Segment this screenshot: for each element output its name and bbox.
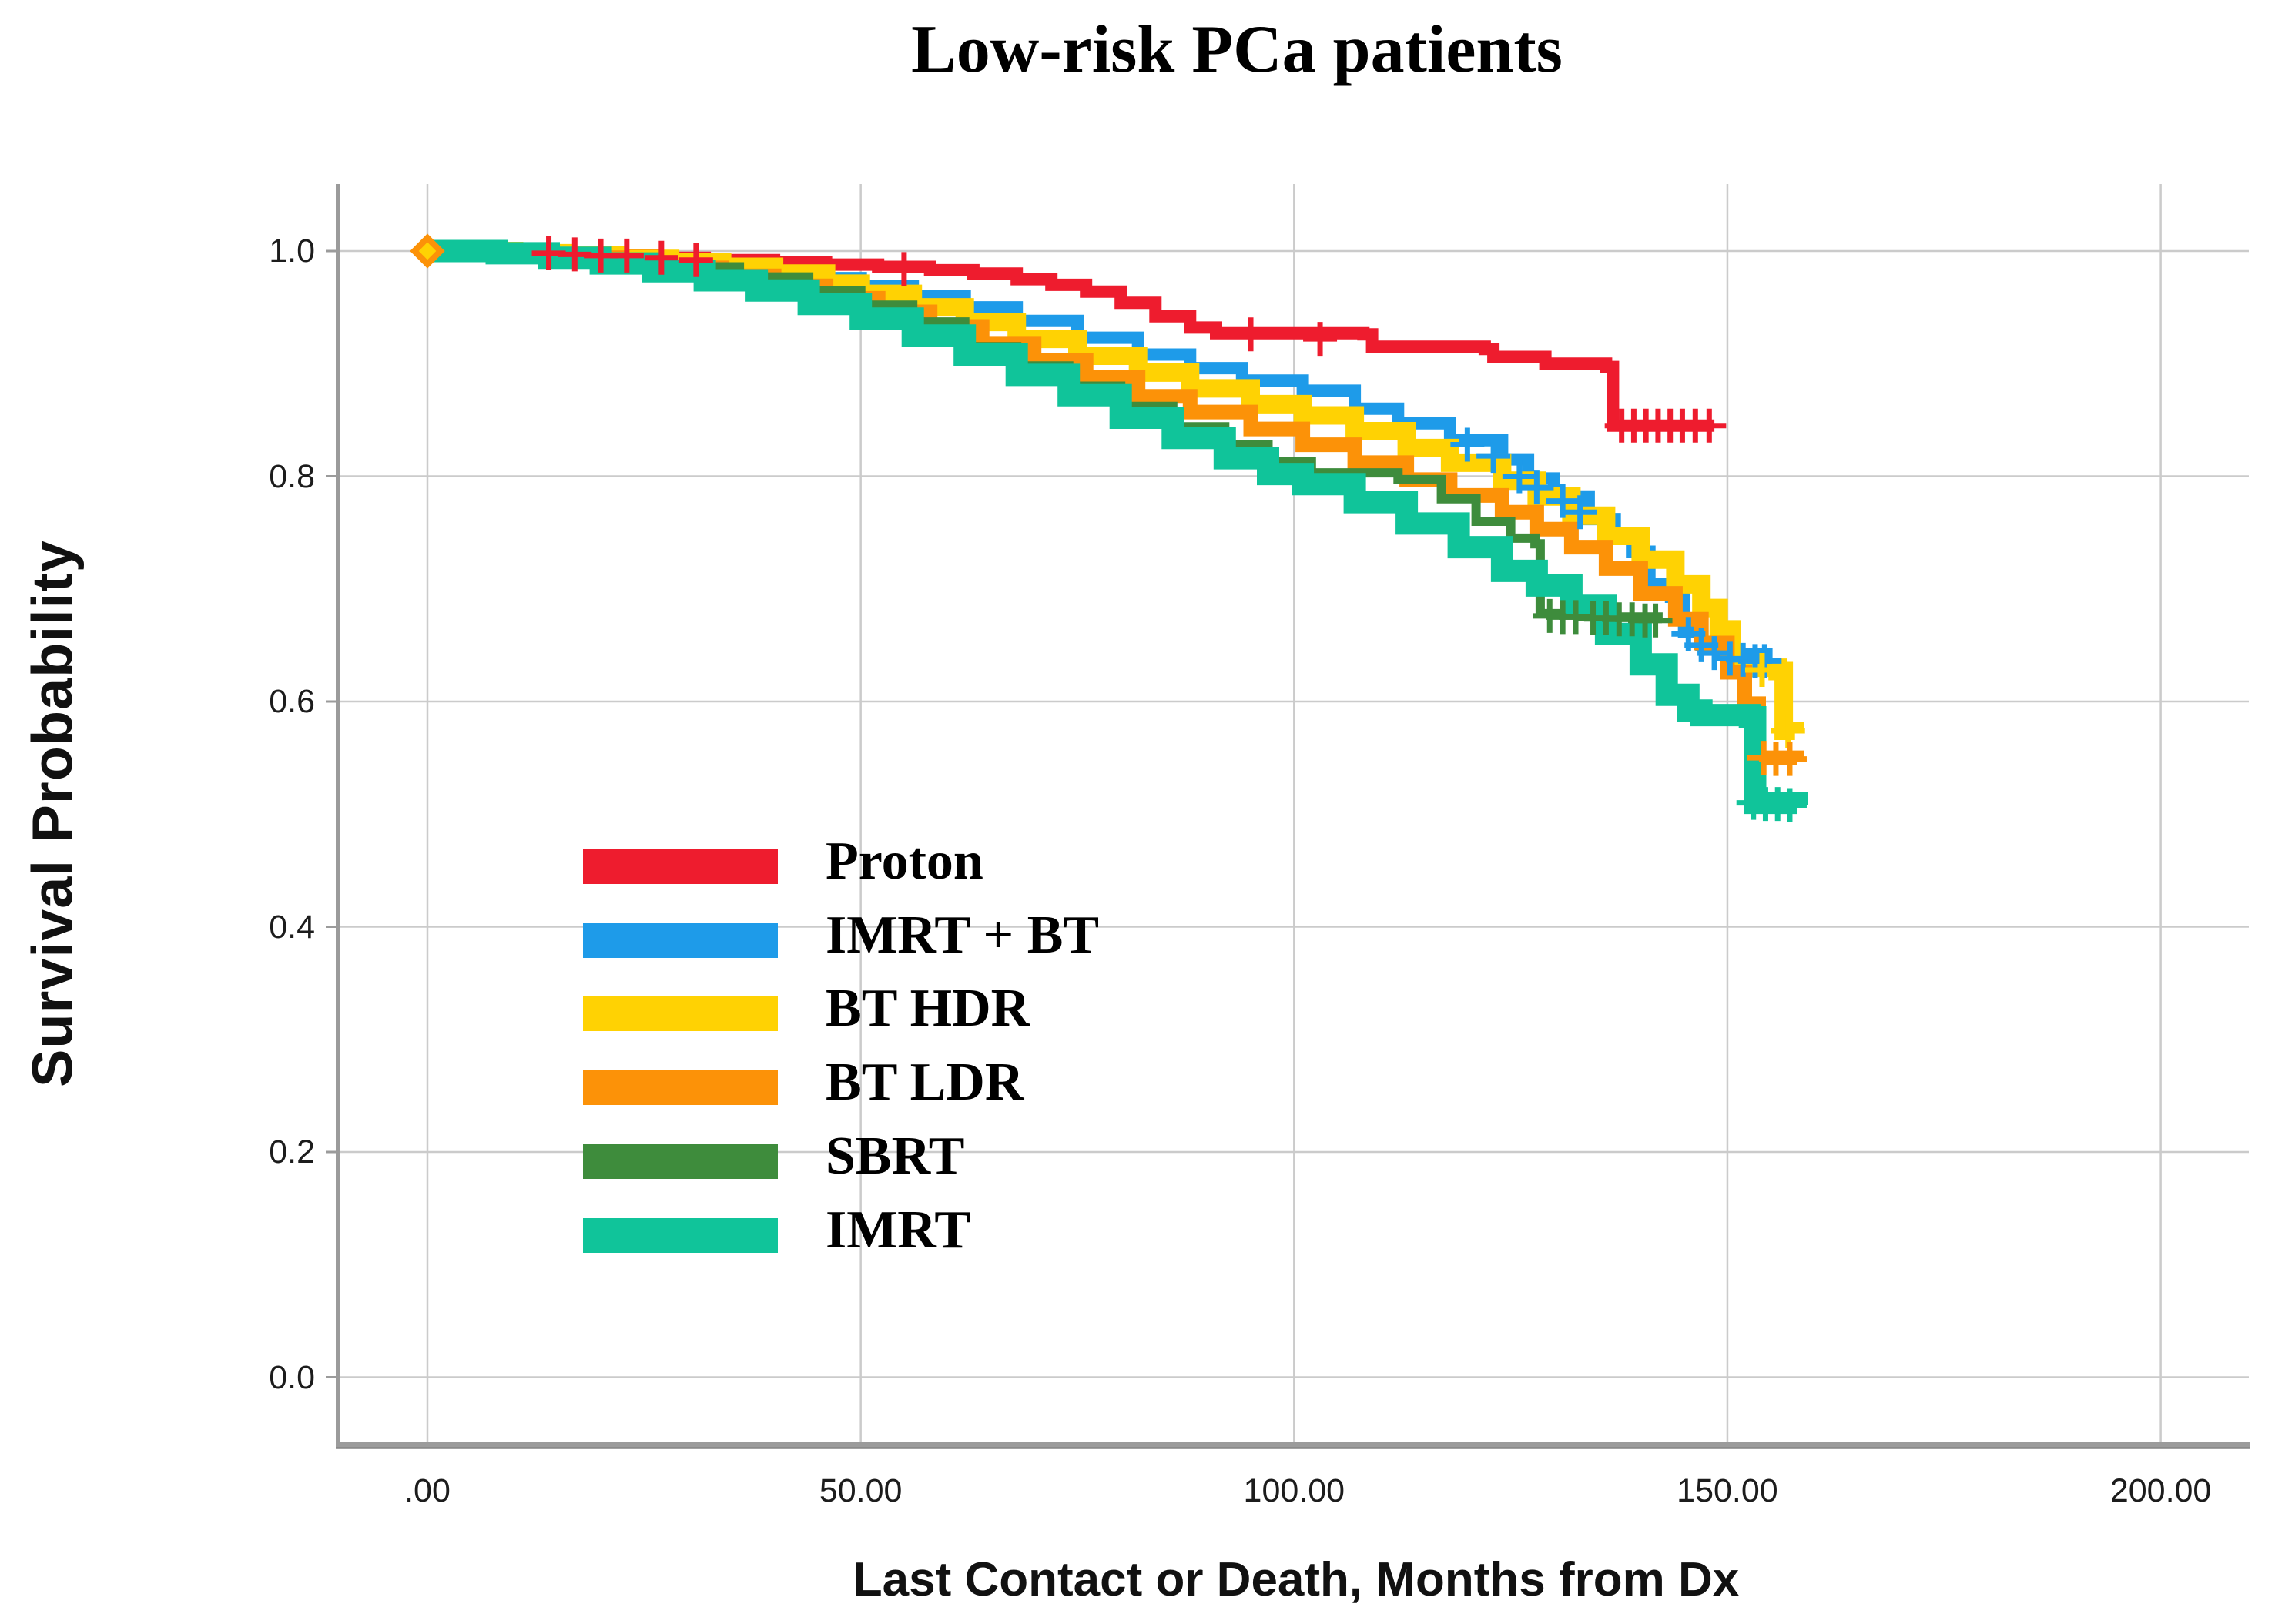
legend-swatch-bt-ldr (583, 1070, 778, 1105)
x-axis-title: Last Contact or Death, Months from Dx (853, 1553, 1740, 1606)
legend-label: BT HDR (826, 979, 1030, 1038)
y-tick-label: 1.0 (269, 233, 315, 270)
gridlines (338, 184, 2249, 1445)
y-tick-label: 0.2 (269, 1133, 315, 1170)
chart-title: Low-risk PCa patients (911, 12, 1563, 87)
legend-swatch-imrt (583, 1218, 778, 1253)
y-axis-title: Survival Probability (20, 540, 85, 1087)
legend-swatch-sbrt (583, 1144, 778, 1179)
legend-label: SBRT (826, 1127, 965, 1186)
legend-swatch-imrt-bt (583, 923, 778, 958)
x-tick-label: 100.00 (1243, 1472, 1345, 1509)
legend-swatch-bt-hdr (583, 996, 778, 1031)
x-tick-label: 150.00 (1677, 1472, 1778, 1509)
curve-imrt (427, 239, 1808, 815)
censor-marks (531, 236, 1807, 822)
x-tick-label: 200.00 (2109, 1472, 2212, 1509)
y-tick-label: 0.8 (269, 457, 315, 495)
x-tick-label: .00 (404, 1472, 451, 1509)
y-tick-label: 0.0 (269, 1358, 315, 1396)
y-tick-label: 0.6 (269, 683, 315, 720)
legend-label: IMRT (826, 1200, 971, 1260)
legend-label: BT LDR (826, 1053, 1024, 1112)
axes (326, 184, 2250, 1449)
y-tick-label: 0.4 (269, 908, 315, 946)
legend-swatch-proton (583, 849, 778, 884)
legend-label: Proton (826, 832, 983, 891)
series-curves (427, 239, 1808, 815)
legend-label: IMRT + BT (826, 906, 1100, 965)
x-tick-label: 50.00 (819, 1472, 903, 1509)
origin-marker-inner (418, 242, 437, 260)
